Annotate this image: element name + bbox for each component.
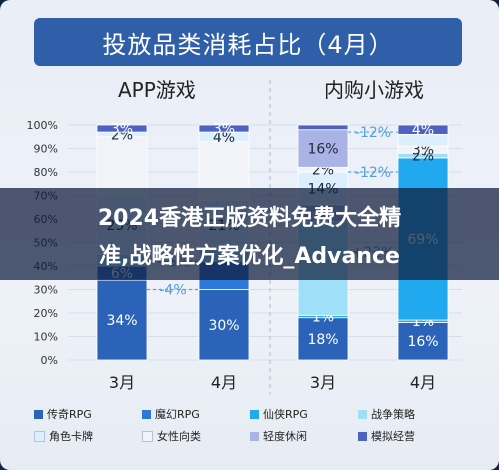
legend-item: 模拟经营 (358, 428, 415, 444)
y-tick-label: 20% (34, 307, 58, 320)
legend-item: 角色卡牌 (34, 428, 93, 444)
legend-swatch (250, 431, 259, 441)
y-tick-label: 80% (34, 166, 58, 179)
data-label: 16% (407, 334, 438, 350)
x-tick-label: 4月 (410, 373, 436, 392)
data-label: 4% (213, 130, 235, 146)
legend-label: 魔幻RPG (155, 408, 200, 421)
legend-item: 女性向类 (142, 428, 201, 444)
bar-segment (297, 124, 349, 131)
legend-label: 战争策略 (371, 408, 415, 421)
change-label: -12% (355, 165, 391, 181)
legend-item: 轻度休闲 (250, 428, 307, 444)
data-label: 16% (307, 142, 338, 158)
overlay-line-2: 准,战略性方案优化_Advance (99, 244, 400, 269)
overlay-banner: 2024香港正版资料免费大全精 准,战略性方案优化_Advance (0, 188, 499, 280)
legend-label: 传奇RPG (47, 408, 92, 421)
legend-item: 战争策略 (358, 406, 415, 422)
bar-segment (96, 279, 148, 361)
data-label: 4% (412, 123, 434, 139)
bar-segment (198, 289, 250, 361)
legend-item: 传奇RPG (34, 406, 92, 422)
change-label: -4% (159, 283, 186, 299)
legend-label: 角色卡牌 (49, 430, 93, 443)
legend-swatch (34, 430, 45, 442)
bar-segment (198, 124, 250, 133)
y-tick-label: 30% (34, 284, 58, 297)
bar-segment (96, 124, 148, 133)
change-label: -12% (355, 125, 391, 141)
group-label-app-games: APP游戏 (118, 78, 196, 102)
legend-swatch (358, 409, 367, 419)
bar-segment (297, 129, 349, 168)
bar-segment (397, 124, 449, 135)
x-tick-label: 4月 (211, 373, 237, 392)
data-label: 30% (208, 318, 239, 334)
chart-title: 投放品类消耗占比（4月） (102, 30, 394, 59)
y-tick-label: 90% (34, 143, 58, 156)
legend-label: 轻度休闲 (263, 430, 307, 443)
legend-label: 仙侠RPG (263, 408, 308, 421)
title-bar: 投放品类消耗占比（4月） (34, 18, 462, 66)
legend-label: 女性向类 (157, 430, 201, 443)
x-tick-label: 3月 (109, 373, 135, 392)
legend-swatch (34, 409, 43, 419)
legend-swatch (142, 409, 151, 419)
legend-swatch (250, 409, 259, 419)
legend-swatch (142, 430, 153, 442)
bar-segment (96, 136, 148, 196)
y-tick-label: 0% (41, 354, 58, 367)
data-label: 3% (412, 143, 434, 159)
data-label: 18% (307, 332, 338, 348)
y-tick-label: 100% (27, 119, 58, 132)
y-tick-label: 10% (34, 331, 58, 344)
group-label-mini-games: 内购小游戏 (324, 78, 424, 102)
data-label: 3% (111, 122, 133, 138)
legend-item: 魔幻RPG (142, 406, 200, 422)
bar-segment (297, 317, 349, 361)
data-label: 3% (213, 122, 235, 138)
overlay-line-1: 2024香港正版资料免费大全精 (97, 206, 402, 231)
x-tick-label: 3月 (310, 373, 336, 392)
legend-swatch (358, 431, 367, 441)
legend-item: 仙侠RPG (250, 406, 308, 422)
data-label: 34% (106, 313, 137, 329)
legend-label: 模拟经营 (371, 430, 415, 443)
